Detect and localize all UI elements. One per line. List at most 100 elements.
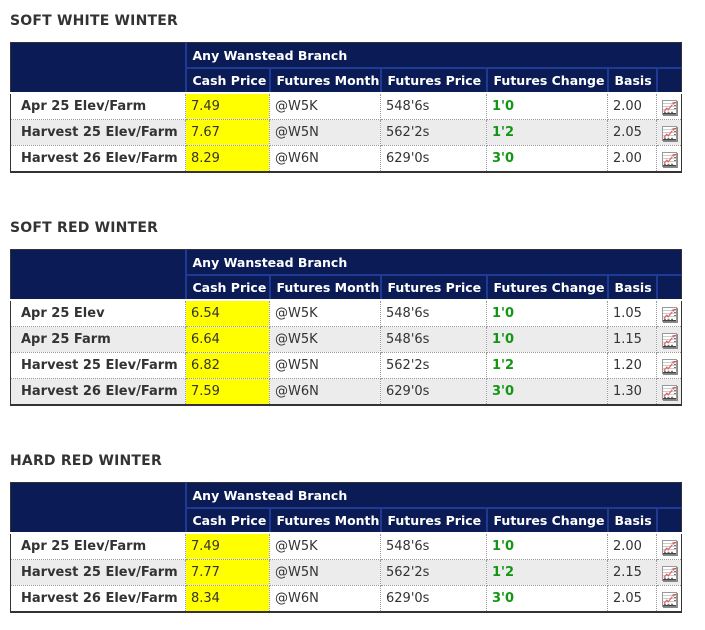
price-history-chart-icon[interactable] xyxy=(661,100,677,115)
corner-cell xyxy=(10,482,187,534)
column-header-cash-price: Cash Price xyxy=(185,275,271,301)
delivery-period-label: Apr 25 Elev/Farm xyxy=(10,532,186,560)
corner-cell xyxy=(10,42,187,94)
price-row: Apr 25 Elev/Farm 7.49 @W5K 548'6s 1'0 2.… xyxy=(10,92,683,120)
futures-change-value: 1'2 xyxy=(486,559,608,586)
price-history-chart-icon[interactable] xyxy=(661,592,677,607)
cash-price-value: 7.49 xyxy=(185,532,270,560)
futures-price-value: 548'6s xyxy=(380,326,487,353)
column-header-basis: Basis xyxy=(607,275,658,301)
column-header-futures-month: Futures Month xyxy=(269,275,382,301)
basis-value: 2.00 xyxy=(607,145,657,173)
futures-change-value: 1'0 xyxy=(486,299,608,327)
column-header-chart xyxy=(656,275,682,301)
branch-header-row: Any Wanstead Branch xyxy=(10,42,682,94)
price-row: Harvest 26 Elev/Farm 8.34 @W6N 629'0s 3'… xyxy=(10,585,683,613)
commodity-section: HARD RED WINTER Any Wanstead Branch Cash… xyxy=(10,453,705,613)
price-row: Harvest 25 Elev/Farm 7.67 @W5N 562'2s 1'… xyxy=(10,119,683,146)
column-header-futures-month: Futures Month xyxy=(269,508,382,534)
price-table-header: Any Wanstead Branch Cash Price Futures M… xyxy=(10,249,682,301)
chart-icon-cell xyxy=(655,559,683,586)
futures-month-value: @W5N xyxy=(269,559,381,586)
commodity-section: SOFT WHITE WINTER Any Wanstead Branch Ca… xyxy=(10,13,705,173)
basis-value: 2.05 xyxy=(607,585,657,613)
futures-month-value: @W6N xyxy=(269,145,381,173)
futures-change-value: 3'0 xyxy=(486,585,608,613)
delivery-period-label: Apr 25 Elev xyxy=(10,299,186,327)
basis-value: 1.30 xyxy=(607,378,657,406)
basis-value: 2.05 xyxy=(607,119,657,146)
price-table-body: Apr 25 Elev 6.54 @W5K 548'6s 1'0 1.05 xyxy=(10,299,683,406)
basis-value: 1.05 xyxy=(607,299,657,327)
chart-icon-cell xyxy=(655,299,683,327)
futures-price-value: 548'6s xyxy=(380,532,487,560)
price-table-header: Any Wanstead Branch Cash Price Futures M… xyxy=(10,482,682,534)
branch-header-row: Any Wanstead Branch xyxy=(10,249,682,301)
price-history-chart-icon[interactable] xyxy=(661,307,677,322)
price-history-chart-icon[interactable] xyxy=(661,385,677,400)
futures-price-value: 548'6s xyxy=(380,299,487,327)
price-history-chart-icon[interactable] xyxy=(661,566,677,581)
column-header-row: Cash Price Futures Month Futures Price F… xyxy=(11,508,682,534)
futures-month-value: @W5N xyxy=(269,119,381,146)
column-header-chart xyxy=(656,508,682,534)
price-row: Apr 25 Elev/Farm 7.49 @W5K 548'6s 1'0 2.… xyxy=(10,532,683,560)
price-row: Harvest 26 Elev/Farm 7.59 @W6N 629'0s 3'… xyxy=(10,378,683,406)
futures-price-value: 629'0s xyxy=(380,378,487,406)
column-header-futures-change: Futures Change xyxy=(486,508,609,534)
basis-value: 1.15 xyxy=(607,326,657,353)
column-header-basis: Basis xyxy=(607,68,658,94)
futures-month-value: @W5K xyxy=(269,92,381,120)
column-header-futures-price: Futures Price xyxy=(380,68,488,94)
column-header-basis: Basis xyxy=(607,508,658,534)
commodity-price-sections: SOFT WHITE WINTER Any Wanstead Branch Ca… xyxy=(10,13,705,613)
delivery-period-label: Harvest 25 Elev/Farm xyxy=(10,559,186,586)
basis-value: 2.00 xyxy=(607,532,657,560)
column-header-row: Cash Price Futures Month Futures Price F… xyxy=(11,68,682,94)
cash-price-value: 7.49 xyxy=(185,92,270,120)
delivery-period-label: Harvest 25 Elev/Farm xyxy=(10,119,186,146)
price-table-header: Any Wanstead Branch Cash Price Futures M… xyxy=(10,42,682,94)
chart-icon-cell xyxy=(655,119,683,146)
price-history-chart-icon[interactable] xyxy=(661,359,677,374)
basis-value: 2.00 xyxy=(607,92,657,120)
price-history-chart-icon[interactable] xyxy=(661,333,677,348)
cash-price-value: 8.34 xyxy=(185,585,270,613)
column-header-futures-change: Futures Change xyxy=(486,68,609,94)
delivery-period-label: Harvest 25 Elev/Farm xyxy=(10,352,186,379)
price-table: Any Wanstead Branch Cash Price Futures M… xyxy=(10,42,683,173)
price-table: Any Wanstead Branch Cash Price Futures M… xyxy=(10,249,683,406)
futures-change-value: 1'2 xyxy=(486,352,608,379)
futures-price-value: 562'2s xyxy=(380,559,487,586)
chart-icon-cell xyxy=(655,352,683,379)
column-header-row: Cash Price Futures Month Futures Price F… xyxy=(11,275,682,301)
cash-price-value: 7.77 xyxy=(185,559,270,586)
price-table-body: Apr 25 Elev/Farm 7.49 @W5K 548'6s 1'0 2.… xyxy=(10,532,683,613)
basis-value: 2.15 xyxy=(607,559,657,586)
column-header-futures-change: Futures Change xyxy=(486,275,609,301)
delivery-period-label: Harvest 26 Elev/Farm xyxy=(10,585,186,613)
futures-change-value: 1'0 xyxy=(486,532,608,560)
branch-header-row: Any Wanstead Branch xyxy=(10,482,682,534)
chart-icon-cell xyxy=(655,585,683,613)
commodity-title: SOFT WHITE WINTER xyxy=(10,13,178,29)
futures-change-value: 3'0 xyxy=(486,145,608,173)
futures-month-value: @W6N xyxy=(269,378,381,406)
chart-icon-cell xyxy=(655,92,683,120)
corner-cell xyxy=(10,249,187,301)
price-history-chart-icon[interactable] xyxy=(661,126,677,141)
chart-icon-cell xyxy=(655,145,683,173)
column-header-cash-price: Cash Price xyxy=(185,508,271,534)
price-history-chart-icon[interactable] xyxy=(661,152,677,167)
futures-change-value: 3'0 xyxy=(486,378,608,406)
branch-name-header: Any Wanstead Branch xyxy=(185,482,682,509)
price-row: Apr 25 Farm 6.64 @W5K 548'6s 1'0 1.15 xyxy=(10,326,683,353)
price-history-chart-icon[interactable] xyxy=(661,540,677,555)
futures-price-value: 562'2s xyxy=(380,352,487,379)
cash-price-value: 6.64 xyxy=(185,326,270,353)
futures-month-value: @W5K xyxy=(269,326,381,353)
delivery-period-label: Apr 25 Farm xyxy=(10,326,186,353)
price-row: Apr 25 Elev 6.54 @W5K 548'6s 1'0 1.05 xyxy=(10,299,683,327)
column-header-futures-month: Futures Month xyxy=(269,68,382,94)
futures-change-value: 1'0 xyxy=(486,326,608,353)
